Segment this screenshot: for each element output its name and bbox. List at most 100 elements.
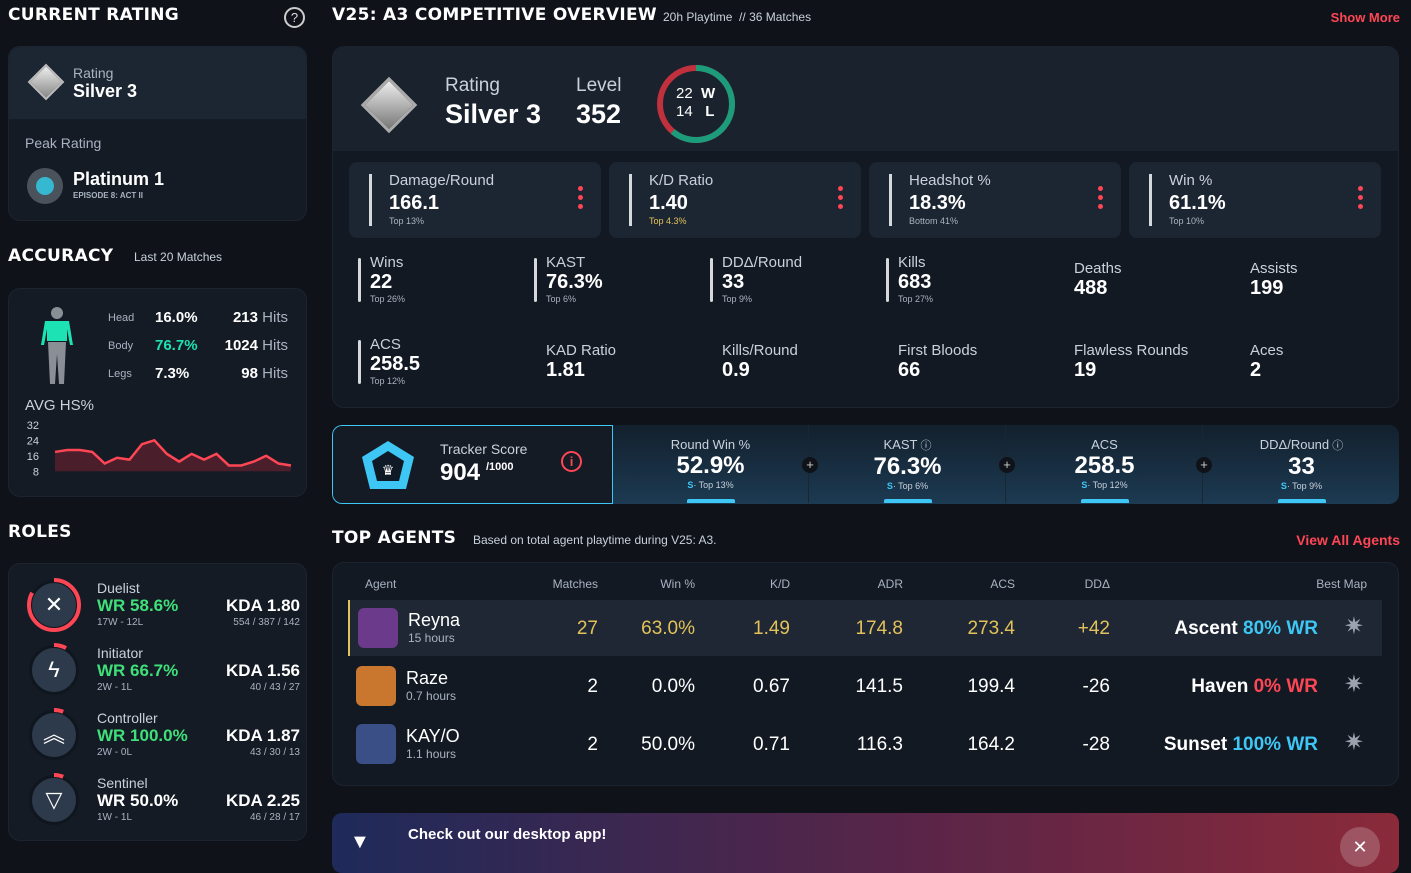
stat-tile[interactable]: Win %61.1%Top 10% [1129, 162, 1381, 238]
tile-label: Headshot % [909, 172, 991, 189]
metric-percentile: · Top 6% [893, 481, 928, 491]
y-tick: 16 [27, 451, 39, 463]
accuracy-pct: 7.3% [155, 365, 189, 382]
agent-kd: 0.71 [753, 734, 790, 756]
tracker-score-max: /1000 [486, 461, 514, 473]
metric-value: 258.5 [1007, 452, 1202, 480]
map-name: Ascent [1174, 618, 1237, 639]
agent-adr: 141.5 [855, 676, 903, 698]
agent-dda: +42 [1078, 618, 1110, 640]
stat-value: 488 [1074, 277, 1122, 300]
rating-label: Rating [73, 65, 113, 81]
agent-acs: 199.4 [967, 676, 1015, 698]
show-more-link[interactable]: Show More [1331, 10, 1400, 25]
role-name: Duelist [97, 580, 140, 596]
best-map: Haven 0% WR [1191, 676, 1318, 698]
more-options-icon[interactable] [578, 186, 583, 213]
map-winrate: 0% WR [1254, 676, 1318, 697]
stat-value: 199 [1250, 277, 1298, 300]
role-wr: WR 58.6% [97, 596, 178, 616]
metric-tab[interactable] [1081, 499, 1129, 503]
roles-title: ROLES [8, 522, 72, 542]
metric-value: 52.9% [613, 452, 808, 480]
column-header[interactable]: Best Map [1316, 577, 1367, 591]
best-map: Ascent 80% WR [1174, 618, 1318, 640]
stat-tile[interactable]: Headshot %18.3%Bottom 41% [869, 162, 1121, 238]
y-tick: 24 [27, 435, 39, 447]
percentile-bar [358, 340, 361, 384]
agent-matches: 2 [587, 734, 598, 756]
more-options-icon[interactable] [838, 186, 843, 213]
info-icon[interactable]: ⓘ [917, 440, 931, 452]
percentile-bar [534, 258, 537, 302]
role-kda: KDA 1.80 [226, 596, 300, 616]
view-all-agents-link[interactable]: View All Agents [1296, 532, 1400, 548]
column-header[interactable]: K/D [770, 577, 790, 591]
metric-tab[interactable] [687, 499, 735, 503]
stat-percentile: Top 12% [370, 376, 420, 386]
more-options-icon[interactable] [1358, 186, 1363, 213]
stat-label: Kills/Round [722, 342, 798, 359]
help-icon[interactable]: ? [284, 7, 305, 28]
agent-dda: -26 [1083, 676, 1110, 698]
map-icon: ✷ [1344, 728, 1364, 757]
metric-percentile: · Top 12% [1087, 480, 1127, 490]
metric-tab[interactable] [1278, 499, 1326, 503]
role-wr: WR 50.0% [97, 791, 178, 811]
close-banner-button[interactable]: ✕ [1340, 827, 1380, 867]
role-wr: WR 100.0% [97, 726, 188, 746]
role-share-arc [26, 707, 82, 763]
role-share-arc [26, 642, 82, 698]
agent-win: 0.0% [652, 676, 695, 698]
column-header[interactable]: DDΔ [1085, 577, 1110, 591]
stat-label: KAST [546, 254, 603, 271]
stat-value: 0.9 [722, 359, 798, 382]
info-icon[interactable]: i [561, 451, 582, 472]
role-share-arc [26, 577, 82, 633]
losses-count: 14 [676, 103, 693, 120]
stat-value: 19 [1074, 359, 1188, 382]
metric-tab[interactable] [884, 499, 932, 503]
level-value: 352 [576, 99, 621, 130]
agent-adr: 174.8 [855, 618, 903, 640]
column-header[interactable]: Win % [660, 577, 695, 591]
role-kda: KDA 1.87 [226, 726, 300, 746]
metric-percentile: · Top 9% [1287, 481, 1322, 491]
agent-hours: 0.7 hours [406, 689, 456, 703]
tracker-metric: Round Win %52.9%S· Top 13% [613, 425, 809, 503]
rating-value: Silver 3 [73, 81, 137, 102]
hits-unit: Hits [262, 337, 288, 354]
agent-dda: -28 [1083, 734, 1110, 756]
more-options-icon[interactable] [1098, 186, 1103, 213]
column-header[interactable]: ACS [990, 577, 1015, 591]
agent-hours: 1.1 hours [406, 747, 456, 761]
column-header[interactable]: Agent [365, 577, 396, 591]
agent-win: 63.0% [641, 618, 695, 640]
playtime: 20h Playtime [663, 10, 732, 24]
stat-label: Wins [370, 254, 405, 271]
role-kdas: 43 / 30 / 13 [250, 747, 300, 758]
column-header[interactable]: ADR [878, 577, 903, 591]
column-header[interactable]: Matches [553, 577, 598, 591]
desktop-app-banner[interactable]: ▼ Check out our desktop app! ✕ [332, 813, 1399, 873]
map-name: Haven [1191, 676, 1248, 697]
role-wl: 17W - 12L [97, 617, 143, 628]
info-icon[interactable]: ⓘ [1329, 440, 1343, 452]
percentile-bar [710, 258, 713, 302]
top-agents-subtitle: Based on total agent playtime during V25… [473, 533, 717, 547]
agent-adr: 116.3 [857, 734, 903, 756]
accuracy-hits: 98 Hits [241, 365, 288, 382]
